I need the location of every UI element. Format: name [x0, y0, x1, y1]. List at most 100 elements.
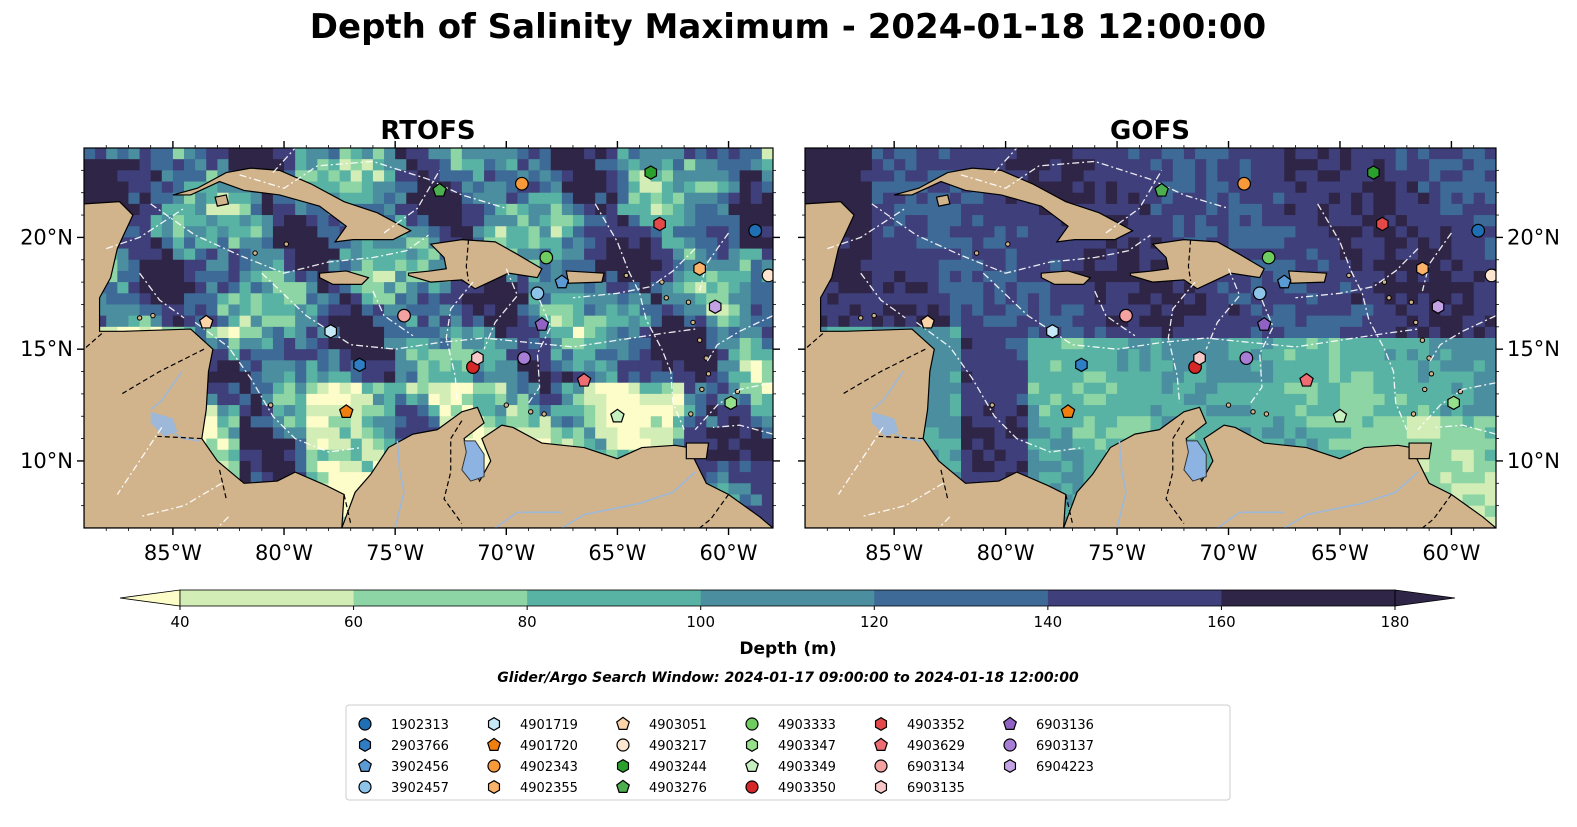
legend-marker-3902457: [358, 780, 372, 794]
legend-marker-6903136: [1003, 716, 1017, 730]
legend-marker-4901720: [487, 737, 501, 751]
float-marker-4903244: [644, 165, 658, 180]
float-marker-4902355: [1416, 261, 1429, 277]
x-tick-label: 60°W: [1422, 541, 1480, 565]
legend-marker-4903217: [616, 738, 630, 752]
legend-label: 4902355: [520, 781, 578, 796]
float-marker-4903629: [576, 372, 592, 387]
land-southamerica: [1062, 406, 1496, 528]
legend-marker-4903347: [745, 738, 759, 752]
land-puertorico: [565, 270, 605, 284]
land-hispaniola: [1129, 239, 1265, 290]
x-tick-label: 75°W: [366, 541, 424, 565]
float-marker-4903217: [1484, 268, 1496, 283]
float-marker-6903136: [534, 316, 550, 331]
axis-ticks-rtofs: 85°W 80°W 75°W 70°W 65°W 60°W 10°N 15°N 20°N: [20, 141, 780, 565]
y-tick-label: 20°N: [20, 225, 73, 249]
colorbar-tick-label: 160: [1207, 613, 1236, 631]
colorbar-tick-label: 60: [344, 613, 363, 631]
x-tick-label: 85°W: [144, 541, 202, 565]
legend-marker-4902355: [487, 780, 501, 794]
float-marker-6904223: [1431, 299, 1445, 315]
land-florida: [949, 148, 996, 149]
float-marker-4901719: [1046, 323, 1059, 339]
legend-marker-6903137: [1003, 738, 1017, 752]
legend-item-6903135: 6903135: [874, 780, 965, 796]
legend-label: 4903350: [778, 781, 836, 796]
legend-label: 3902456: [391, 760, 449, 775]
legend-label: 4901719: [520, 718, 578, 733]
legend-marker-4903349: [745, 758, 759, 772]
land-trinidad: [685, 442, 710, 460]
x-tick-label: 85°W: [865, 541, 923, 565]
float-marker-4903217: [761, 268, 773, 283]
legend-marker-4903051: [616, 716, 630, 730]
legend-marker-6903135: [874, 780, 888, 794]
land-yucatan: [805, 201, 1067, 528]
x-tick-label: 75°W: [1088, 541, 1146, 565]
legend-item-6903137: 6903137: [1003, 738, 1094, 754]
float-marker-2903766: [353, 357, 366, 373]
legend-item-1902313: 1902313: [358, 717, 449, 733]
land-florida: [227, 148, 274, 149]
colorbar-segment: [180, 590, 355, 606]
y-tick-label: 15°N: [1507, 337, 1560, 361]
colorbar-tick-label: 40: [170, 613, 189, 631]
search-window-caption: Glider/Argo Search Window: 2024-01-17 09…: [497, 670, 1079, 686]
colorbar-extend-high: [1394, 589, 1456, 607]
land-puertorico: [1287, 270, 1328, 284]
float-marker-1902313: [1471, 223, 1486, 238]
land-rtofs: [84, 148, 773, 528]
map-frame-rtofs: [83, 147, 774, 529]
float-marker-6903137: [1239, 351, 1254, 366]
y-tick-label: 10°N: [1507, 449, 1560, 473]
legend-marker-4903629: [874, 737, 888, 751]
x-tick-label: 80°W: [255, 541, 313, 565]
legend-item-4903347: 4903347: [745, 738, 836, 754]
map-panel-rtofs: 85°W 80°W 75°W 70°W 65°W 60°W 10°N 15°N 20°N: [20, 141, 780, 565]
colorbar-segment: [1221, 590, 1396, 606]
float-marker-4902355: [693, 261, 706, 277]
legend-label: 4903333: [778, 718, 836, 733]
colorbar-tick-label: 100: [686, 613, 715, 631]
colorbar-label: Depth (m): [739, 639, 836, 659]
float-marker-4903244: [1367, 165, 1380, 180]
x-tick-label: 65°W: [588, 541, 646, 565]
float-marker-6903136: [1256, 316, 1272, 331]
float-marker-4901719: [324, 323, 338, 339]
float-marker-4901720: [1060, 404, 1076, 418]
axis-ticks-gofs: 85°W 80°W 75°W 70°W 65°W 60°W 10°N 15°N 20°N: [798, 141, 1560, 565]
colorbar-tick-label: 80: [518, 613, 537, 631]
lake-nicaragua: [150, 411, 178, 437]
legend-marker-3902456: [358, 758, 372, 772]
float-marker-3902457: [530, 286, 545, 301]
legend-label: 4903051: [649, 718, 707, 733]
land-jamaica: [1040, 270, 1092, 285]
float-marker-6903134: [1119, 308, 1133, 323]
float-marker-4903051: [920, 314, 935, 329]
colorbar-segment: [353, 590, 528, 606]
colorbar-segment: [874, 590, 1049, 606]
float-marker-6903135: [471, 350, 484, 366]
legend-marker-1902313: [358, 717, 372, 731]
x-tick-label: 70°W: [1200, 541, 1258, 565]
legend-label: 6903137: [1036, 739, 1094, 754]
colorbar-segment: [700, 590, 875, 606]
colorbar-segment: [1047, 590, 1222, 606]
x-tick-label: 80°W: [977, 541, 1035, 565]
land-cuba: [172, 167, 413, 243]
legend-label: 3902457: [391, 781, 449, 796]
y-tick-label: 15°N: [20, 337, 73, 361]
y-tick-label: 20°N: [1507, 225, 1560, 249]
legend-label: 4903629: [907, 739, 965, 754]
legend-item-4901719: 4901719: [487, 717, 578, 733]
legend-label: 6903136: [1036, 718, 1094, 733]
land-isla: [935, 194, 951, 207]
panel-title-rtofs: RTOFS: [380, 116, 475, 146]
land-cuba: [894, 167, 1134, 243]
float-marker-4903276: [432, 182, 447, 197]
legend-marker-4903333: [745, 717, 759, 731]
colorbar-tick-label: 140: [1034, 613, 1063, 631]
legend-label: 4903352: [907, 718, 965, 733]
legend-label: 6904223: [1036, 760, 1094, 775]
